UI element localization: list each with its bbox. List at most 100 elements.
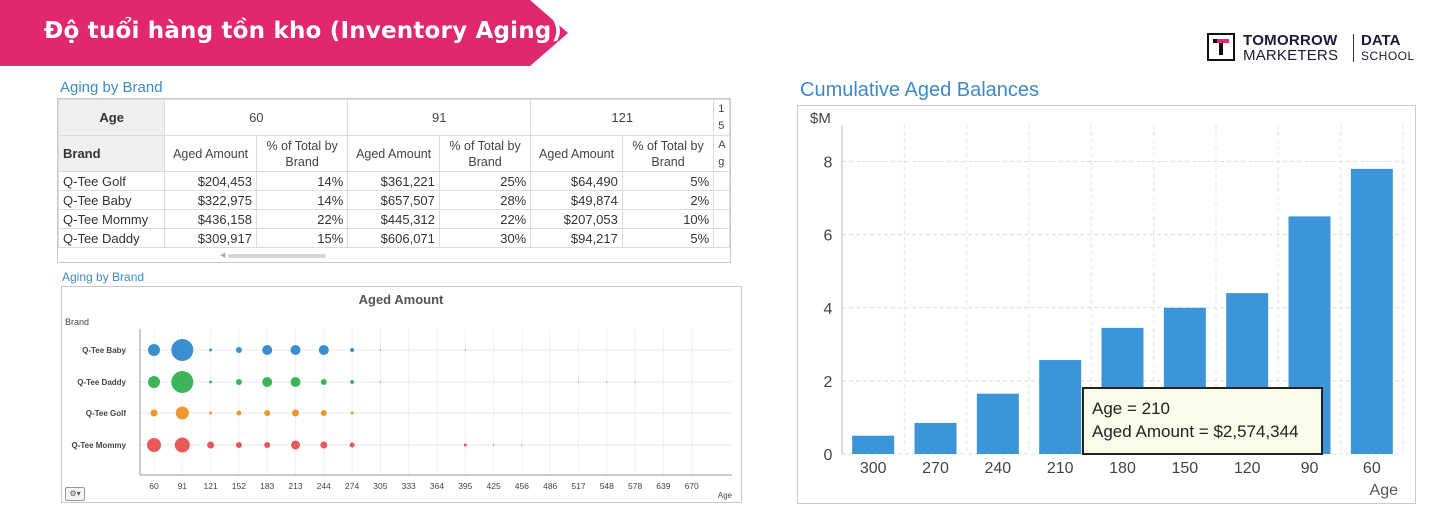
bar-x-tick-label: 180 [1109, 460, 1136, 477]
scroll-left-icon[interactable]: ◀ [220, 252, 226, 259]
bubble-point[interactable] [148, 376, 160, 388]
brand-logo: TOMORROW MARKETERS DATA SCHOOL [1207, 32, 1417, 66]
bubble-point[interactable] [171, 371, 194, 393]
bubble-category-label: Q-Tee Baby [82, 346, 126, 355]
bubble-point[interactable] [171, 339, 194, 361]
bubble-point[interactable] [521, 444, 523, 446]
cell: 5% [621, 228, 715, 248]
logo-line2: MARKETERS [1243, 47, 1339, 64]
bubble-chart-title: Aged Amount [359, 292, 444, 307]
bar-x-tick-label: 300 [860, 460, 887, 477]
bubble-point[interactable] [207, 441, 215, 449]
bar-y-tick-label: 2 [824, 374, 833, 391]
bar[interactable] [1350, 168, 1393, 454]
bubble-point[interactable] [150, 409, 158, 417]
bubble-x-tick-label: 364 [430, 481, 444, 491]
bubble-point[interactable] [463, 443, 467, 447]
scroll-thumb[interactable] [228, 254, 326, 258]
bubble-point[interactable] [350, 348, 355, 352]
cell: $64,490 [530, 171, 623, 191]
sub-header-amount: Aged Amount [347, 135, 440, 172]
chart-menu-button[interactable]: ⚙▾ [65, 487, 85, 501]
logo-right2: SCHOOL [1361, 49, 1415, 63]
bubble-x-tick-label: 456 [515, 481, 529, 491]
bubble-x-tick-label: 91 [178, 481, 188, 491]
bubble-x-tick-label: 183 [260, 481, 274, 491]
bubble-category-label: Q-Tee Golf [86, 409, 127, 418]
cell: 2% [621, 190, 715, 210]
bar[interactable] [976, 393, 1019, 454]
tooltip-line1: Age = 210 [1092, 399, 1170, 418]
cell: 14% [255, 171, 349, 191]
bubble-x-axis-label: Age [718, 491, 733, 500]
sub-header-pct: % of Total by Brand [621, 135, 715, 172]
bar-x-tick-label: 210 [1047, 460, 1074, 477]
cell: $322,975 [164, 190, 257, 210]
table-row: Q-Tee Daddy $309,917 15% $606,071 30% $9… [58, 228, 730, 248]
clipped-group-header: 1 5 [713, 99, 730, 136]
bar[interactable] [852, 435, 895, 454]
bubble-point[interactable] [174, 437, 190, 453]
bubble-x-tick-label: 548 [600, 481, 614, 491]
table-row: Q-Tee Mommy $436,158 22% $445,312 22% $2… [58, 209, 730, 229]
bubble-point[interactable] [147, 438, 161, 452]
bubble-x-tick-label: 244 [317, 481, 331, 491]
bubble-point[interactable] [349, 442, 355, 448]
cell: 10% [621, 209, 715, 229]
bubble-point[interactable] [292, 409, 299, 417]
bar[interactable] [1039, 360, 1082, 454]
aging-table: Age 60 91 121 1 5 Brand Aged Amount % of… [58, 99, 730, 248]
bar[interactable] [914, 422, 957, 454]
row-brand: Q-Tee Daddy [58, 228, 166, 248]
table-row: Q-Tee Baby $322,975 14% $657,507 28% $49… [58, 190, 730, 210]
bubble-point[interactable] [318, 345, 329, 355]
bubble-point[interactable] [290, 377, 301, 387]
cell: $436,158 [164, 209, 257, 229]
bubble-point[interactable] [209, 380, 213, 384]
bubble-point[interactable] [350, 380, 355, 384]
bubble-point[interactable] [379, 381, 381, 383]
bubble-point[interactable] [634, 381, 636, 383]
bubble-point[interactable] [235, 347, 242, 353]
bubble-point[interactable] [236, 410, 242, 416]
sub-header-amount: Aged Amount [164, 135, 257, 172]
bubble-section-title: Aging by Brand [62, 270, 145, 284]
bubble-point[interactable] [262, 377, 273, 387]
bubble-point[interactable] [350, 411, 354, 415]
bubble-x-tick-label: 486 [543, 481, 557, 491]
bubble-point[interactable] [235, 442, 242, 448]
bar-x-tick-label: 120 [1234, 460, 1261, 477]
cell: $657,507 [347, 190, 440, 210]
bubble-point[interactable] [209, 411, 213, 415]
bubble-point[interactable] [320, 410, 327, 416]
bubble-category-label: Q-Tee Mommy [71, 441, 126, 450]
table-horizontal-scrollbar[interactable]: ◀ ▶ [220, 252, 730, 259]
bubble-point[interactable] [464, 349, 466, 351]
bubble-point[interactable] [264, 442, 271, 448]
bubble-point[interactable] [379, 349, 381, 351]
bubble-point[interactable] [264, 410, 271, 416]
bubble-point[interactable] [209, 348, 213, 352]
bubble-point[interactable] [320, 379, 327, 385]
bar-y-tick-label: 4 [824, 301, 833, 318]
bubble-x-tick-label: 425 [487, 481, 501, 491]
bar-y-tick-label: 6 [824, 228, 833, 245]
bubble-point[interactable] [606, 381, 608, 383]
bubble-x-tick-label: 639 [656, 481, 670, 491]
bubble-point[interactable] [291, 440, 300, 450]
bar-y-tick-label: 8 [824, 155, 833, 172]
bubble-point[interactable] [175, 406, 189, 420]
bubble-point[interactable] [235, 379, 242, 385]
header-banner: Độ tuổi hàng tồn kho (Inventory Aging) [0, 0, 568, 66]
banner-title: Độ tuổi hàng tồn kho (Inventory Aging) [44, 18, 563, 44]
cell: 22% [255, 209, 349, 229]
bar-chart-title: Cumulative Aged Balances [800, 79, 1040, 101]
bubble-point[interactable] [320, 441, 328, 449]
bubble-point[interactable] [379, 412, 381, 414]
bubble-category-label: Q-Tee Daddy [77, 378, 126, 387]
bubble-point[interactable] [148, 344, 160, 356]
bubble-point[interactable] [492, 444, 495, 446]
bubble-point[interactable] [577, 381, 580, 383]
bubble-point[interactable] [290, 345, 301, 355]
bubble-point[interactable] [262, 345, 273, 355]
